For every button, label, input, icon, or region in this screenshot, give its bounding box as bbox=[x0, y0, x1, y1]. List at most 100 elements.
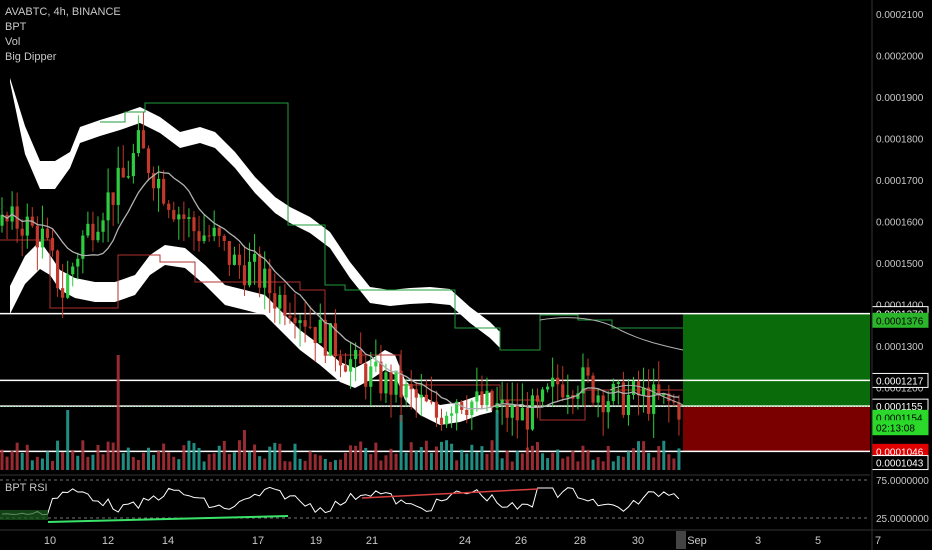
candle-body bbox=[298, 320, 302, 324]
candle-body bbox=[141, 130, 146, 149]
candle-body bbox=[525, 407, 529, 430]
indicator-big-dipper[interactable]: Big Dipper bbox=[5, 51, 57, 63]
volume-bar bbox=[237, 440, 241, 470]
volume-bar bbox=[374, 442, 378, 470]
price-axis-label: 0.0001046 bbox=[876, 447, 924, 458]
volume-bar bbox=[601, 461, 605, 470]
volume-bar bbox=[394, 453, 398, 470]
candle-body bbox=[424, 394, 428, 402]
candle-body bbox=[237, 254, 242, 266]
candle-body bbox=[35, 225, 39, 248]
candle-body bbox=[177, 214, 181, 220]
volume-bar bbox=[283, 461, 287, 470]
y-axis-tick-label: 0.0001600 bbox=[876, 218, 924, 229]
candle-body bbox=[480, 391, 484, 406]
x-axis-tick-label: 26 bbox=[515, 535, 527, 547]
volume-bar bbox=[323, 458, 327, 470]
volume-bar bbox=[434, 446, 438, 470]
volume-bar bbox=[71, 449, 75, 470]
volume-bar bbox=[631, 448, 635, 470]
candle-body bbox=[293, 317, 297, 324]
volume-bar bbox=[212, 453, 216, 470]
volume-bar bbox=[606, 445, 610, 470]
volume-bar bbox=[561, 458, 565, 470]
price-axis-label: 0.0001155 bbox=[876, 402, 923, 413]
volume-bar bbox=[182, 445, 186, 470]
indicator-vol[interactable]: Vol bbox=[5, 36, 21, 48]
rsi-bullish-divergence-line bbox=[47, 515, 289, 523]
candle-body bbox=[283, 294, 287, 316]
x-axis-tick-label: 28 bbox=[574, 535, 586, 547]
candle-body bbox=[131, 153, 135, 177]
volume-bar bbox=[111, 442, 115, 470]
upper-bollinger-line bbox=[539, 317, 684, 351]
candle-body bbox=[106, 192, 110, 221]
volume-bar bbox=[354, 445, 358, 470]
candle-body bbox=[576, 393, 580, 399]
rsi-bearish-divergence-line bbox=[361, 488, 539, 499]
volume-bar bbox=[66, 410, 70, 470]
volume-bar bbox=[495, 410, 499, 470]
symbol-title[interactable]: AVABTC, 4h, BINANCE bbox=[5, 6, 121, 18]
candle-body bbox=[601, 395, 605, 413]
rsi-level-label: 75.0000000 bbox=[876, 476, 929, 487]
candle-body bbox=[409, 383, 413, 390]
candle-body bbox=[146, 148, 151, 173]
volume-bar bbox=[268, 446, 272, 470]
volume-bar bbox=[51, 460, 55, 470]
candle-body bbox=[475, 391, 479, 402]
candle-body bbox=[561, 384, 565, 398]
volume-bar bbox=[384, 455, 388, 470]
x-axis-cursor-marker bbox=[676, 531, 686, 549]
candle-body bbox=[81, 235, 85, 259]
price-axis-label: 02:13:08 bbox=[876, 424, 915, 435]
candle-body bbox=[404, 383, 408, 398]
candle-body bbox=[439, 417, 444, 425]
volume-bar bbox=[333, 460, 337, 470]
chart-legend: AVABTC, 4h, BINANCE BPT Vol Big Dipper bbox=[5, 5, 121, 65]
candle-body bbox=[672, 401, 676, 403]
volume-bar bbox=[611, 461, 615, 470]
x-axis-tick-label: 30 bbox=[632, 535, 644, 547]
volume-bar bbox=[298, 458, 302, 470]
volume-bar bbox=[227, 454, 231, 470]
candle-body bbox=[50, 238, 55, 251]
volume-bar bbox=[328, 461, 332, 470]
candle-body bbox=[621, 382, 625, 415]
candle-body bbox=[596, 395, 600, 403]
volume-bar bbox=[40, 458, 44, 470]
candle-body bbox=[384, 372, 388, 394]
candle-body bbox=[121, 167, 125, 178]
volume-bar bbox=[293, 443, 297, 470]
candle-body bbox=[581, 367, 585, 394]
indicator-bpt[interactable]: BPT bbox=[5, 21, 27, 33]
volume-bar bbox=[288, 461, 292, 470]
volume-bar bbox=[157, 451, 161, 470]
y-axis-tick-label: 0.0001800 bbox=[876, 135, 924, 146]
candle-body bbox=[162, 178, 166, 204]
volume-bar bbox=[0, 449, 4, 470]
candle-body bbox=[217, 227, 221, 236]
candle-body bbox=[86, 223, 90, 236]
volume-bar bbox=[202, 461, 206, 470]
x-axis-tick-label: 3 bbox=[755, 535, 761, 547]
volume-bar bbox=[414, 451, 418, 470]
candle-body bbox=[662, 393, 666, 396]
candle-body bbox=[242, 265, 247, 286]
candle-body bbox=[258, 253, 262, 288]
candle-body bbox=[227, 240, 231, 265]
volume-bar bbox=[500, 458, 504, 470]
volume-bar bbox=[546, 458, 550, 470]
candle-body bbox=[338, 356, 343, 366]
candle-body bbox=[111, 192, 115, 205]
volume-bar bbox=[10, 450, 14, 470]
volume-bar bbox=[480, 446, 484, 470]
volume-bar bbox=[177, 459, 181, 470]
volume-bar bbox=[445, 440, 449, 470]
volume-bar bbox=[308, 451, 312, 470]
candle-body bbox=[429, 401, 434, 403]
rsi-panel-label[interactable]: BPT RSI bbox=[5, 482, 48, 494]
candle-body bbox=[187, 217, 191, 219]
candle-body bbox=[510, 405, 514, 418]
